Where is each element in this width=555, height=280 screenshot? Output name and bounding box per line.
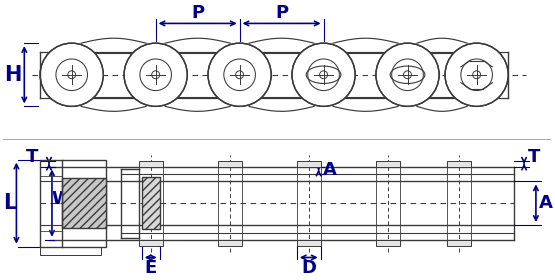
Bar — [142, 178, 160, 229]
Text: A: A — [322, 161, 336, 179]
Bar — [139, 161, 163, 167]
Bar — [142, 178, 160, 229]
Bar — [139, 240, 163, 246]
Bar — [447, 161, 471, 167]
Text: P: P — [191, 4, 204, 22]
Bar — [218, 240, 241, 246]
Circle shape — [292, 43, 355, 106]
Bar — [218, 161, 241, 167]
Circle shape — [208, 43, 271, 106]
Bar — [40, 160, 106, 247]
Bar — [62, 178, 106, 228]
Text: P: P — [275, 4, 288, 22]
Text: A: A — [539, 194, 553, 212]
Text: D: D — [301, 259, 316, 277]
Text: L: L — [3, 193, 16, 213]
Circle shape — [40, 43, 103, 106]
Text: W: W — [52, 190, 72, 208]
Bar — [40, 247, 102, 255]
Bar — [62, 178, 106, 228]
Text: H: H — [4, 65, 21, 85]
Bar — [297, 161, 321, 167]
Bar — [376, 240, 400, 246]
Circle shape — [445, 43, 508, 106]
Circle shape — [376, 43, 439, 106]
Bar — [121, 277, 139, 280]
Bar — [297, 240, 321, 246]
Text: T: T — [26, 148, 38, 166]
Bar — [376, 161, 400, 167]
Bar — [447, 240, 471, 246]
Text: E: E — [145, 259, 157, 277]
Text: T: T — [528, 148, 540, 166]
Circle shape — [124, 43, 187, 106]
